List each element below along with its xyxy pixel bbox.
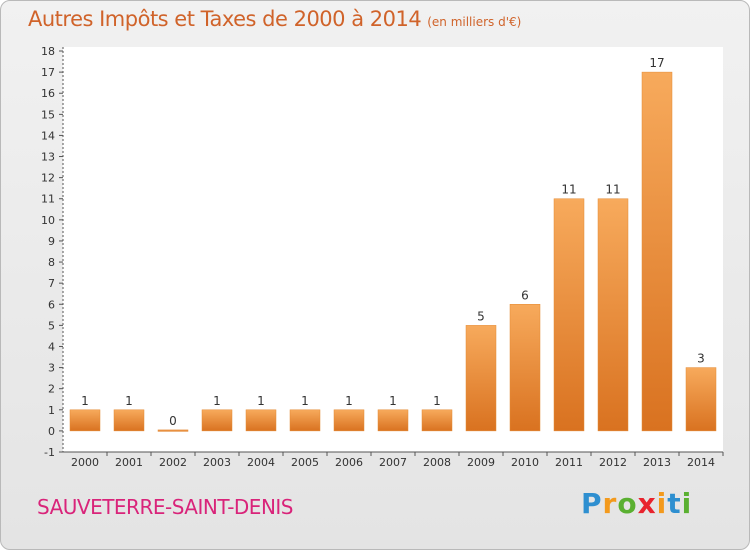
x-tick-label-2000: 2000 — [71, 456, 99, 469]
y-tick-label: 0 — [48, 425, 55, 438]
bar-2011 — [553, 198, 585, 432]
logo-letter: i — [681, 487, 693, 520]
x-tick-label-2006: 2006 — [335, 456, 363, 469]
y-tick-label: 3 — [48, 362, 55, 375]
x-tick-label-2003: 2003 — [203, 456, 231, 469]
value-label-2013: 17 — [649, 56, 664, 70]
bar-2008 — [421, 409, 453, 432]
y-tick-label: 6 — [48, 298, 55, 311]
bar-2009 — [465, 325, 497, 432]
x-tick-label-2008: 2008 — [423, 456, 451, 469]
value-label-2006: 1 — [345, 394, 353, 408]
y-tick-label: 17 — [41, 66, 55, 79]
bar-2001 — [113, 409, 145, 432]
bar-2006 — [333, 409, 365, 432]
value-label-2007: 1 — [389, 394, 397, 408]
y-tick-label: 1 — [48, 404, 55, 417]
logo-letter: i — [656, 487, 668, 520]
x-tick-label-2005: 2005 — [291, 456, 319, 469]
value-label-2005: 1 — [301, 394, 309, 408]
logo-letter: o — [617, 487, 638, 520]
value-label-2000: 1 — [81, 394, 89, 408]
y-tick-label: 11 — [41, 193, 55, 206]
value-label-2004: 1 — [257, 394, 265, 408]
bar-2014 — [685, 367, 717, 432]
y-tick-label: 7 — [48, 277, 55, 290]
x-tick-label-2010: 2010 — [511, 456, 539, 469]
value-label-2003: 1 — [213, 394, 221, 408]
bar-2004 — [245, 409, 277, 432]
x-tick-label-2007: 2007 — [379, 456, 407, 469]
y-tick-label: 15 — [41, 108, 55, 121]
y-tick-label: 13 — [41, 151, 55, 164]
logo-letter: x — [637, 487, 657, 520]
logo-letter: P — [581, 487, 603, 520]
x-tick-label-2014: 2014 — [687, 456, 715, 469]
value-label-2009: 5 — [477, 309, 485, 323]
y-tick-label: 4 — [48, 340, 55, 353]
x-tick-label-2001: 2001 — [115, 456, 143, 469]
x-tick-label-2013: 2013 — [643, 456, 671, 469]
logo-letter: t — [667, 487, 682, 520]
x-tick-label-2004: 2004 — [247, 456, 275, 469]
proxiti-logo: Proxiti — [581, 487, 692, 520]
logo-letter: r — [602, 487, 618, 520]
bar-2000 — [69, 409, 101, 432]
value-label-2011: 11 — [561, 183, 576, 197]
x-tick-label-2009: 2009 — [467, 456, 495, 469]
y-tick-label: 9 — [48, 235, 55, 248]
bar-2007 — [377, 409, 409, 432]
y-tick-label: 10 — [41, 214, 55, 227]
bar-2013 — [641, 71, 673, 432]
y-tick-label: 12 — [41, 172, 55, 185]
chart-title: Autres Impôts et Taxes de 2000 à 2014 (en… — [28, 7, 522, 31]
bar-2012 — [597, 198, 629, 432]
chart-unit-label: (en milliers d'€) — [427, 15, 522, 29]
y-tick-label: 14 — [41, 129, 55, 142]
bar-2010 — [509, 304, 541, 432]
y-tick-label: 16 — [41, 87, 55, 100]
bar-2005 — [289, 409, 321, 432]
value-label-2008: 1 — [433, 394, 441, 408]
y-tick-label: 2 — [48, 383, 55, 396]
x-tick-label-2012: 2012 — [599, 456, 627, 469]
y-tick-label: 5 — [48, 319, 55, 332]
y-tick-label: -1 — [44, 446, 55, 459]
x-tick-label-2011: 2011 — [555, 456, 583, 469]
value-label-2010: 6 — [521, 288, 529, 302]
value-label-2001: 1 — [125, 394, 133, 408]
value-label-2012: 11 — [605, 183, 620, 197]
y-tick-label: 8 — [48, 256, 55, 269]
value-label-2002: 0 — [169, 414, 177, 428]
x-tick-label-2002: 2002 — [159, 456, 187, 469]
bar-2002 — [157, 429, 189, 432]
commune-name: SAUVETERRE-SAINT-DENIS — [37, 495, 294, 519]
bar-2003 — [201, 409, 233, 432]
y-tick-label: 18 — [41, 45, 55, 58]
value-label-2014: 3 — [697, 352, 705, 366]
